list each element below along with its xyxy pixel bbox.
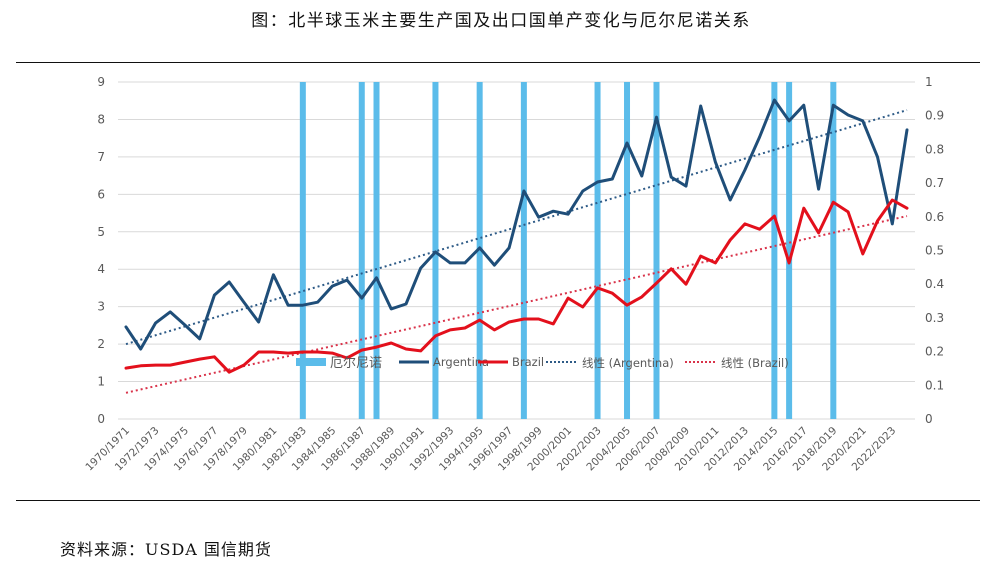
y2-tick-label: 0.6 — [925, 210, 944, 224]
y2-tick-label: 1 — [925, 75, 933, 89]
y2-tick-label: 0.7 — [925, 176, 944, 190]
trendlines — [125, 109, 908, 394]
elnino-bar — [373, 82, 380, 419]
argentina-line — [124, 98, 909, 351]
legend-label-elnino: 厄尔尼诺 — [330, 356, 382, 371]
legend-label-brazil-trend: 线性 (Brazil) — [721, 356, 789, 370]
elnino-bar — [594, 82, 601, 419]
y-tick-label: 6 — [97, 187, 105, 201]
y2-tick-label: 0 — [925, 412, 933, 426]
elnino-bars — [299, 82, 837, 419]
y2-tick-label: 0.8 — [925, 142, 944, 156]
left-axis-labels: 0 1 2 3 4 5 6 7 8 9 — [97, 75, 105, 426]
right-axis-labels: 0 0.1 0.2 0.3 0.4 0.5 0.6 0.7 0.8 0.9 1 — [925, 75, 944, 426]
elnino-bar — [476, 82, 483, 419]
y-tick-label: 2 — [97, 337, 105, 351]
brazil-trendline — [125, 215, 908, 394]
legend-swatch-elnino — [296, 358, 326, 366]
elnino-bar — [830, 82, 837, 419]
y2-tick-label: 0.9 — [925, 109, 944, 123]
y2-tick-label: 0.5 — [925, 244, 944, 258]
y-tick-label: 0 — [97, 412, 105, 426]
y-tick-label: 4 — [97, 262, 105, 276]
chart-legend: 厄尔尼诺 Argentina Brazil 线性 (Argentina) 线性 (Bra… — [296, 355, 789, 371]
top-rule — [16, 62, 980, 63]
y2-tick-label: 0.4 — [925, 277, 944, 291]
yield-chart: 0 1 2 3 4 5 6 7 8 9 0 0.1 0.2 0.3 0.4 0.5 0.6 0.7 0.8 0.9 1… — [83, 75, 944, 474]
legend-label-argentina-trend: 线性 (Argentina) — [582, 356, 674, 370]
y-tick-label: 1 — [97, 375, 105, 389]
elnino-bar — [432, 82, 439, 419]
elnino-bar — [299, 82, 306, 419]
elnino-bar — [653, 82, 660, 419]
elnino-bar — [786, 82, 793, 419]
elnino-bar — [771, 82, 778, 419]
elnino-bar — [520, 82, 527, 419]
y-tick-label: 3 — [97, 300, 105, 314]
legend-label-argentina: Argentina — [433, 355, 489, 369]
elnino-bar — [624, 82, 631, 419]
argentina-trendline — [125, 109, 908, 346]
x-axis-labels: 1970/19711972/19731974/19751976/19771978… — [83, 425, 898, 474]
figure-title-text: 图：北半球玉米主要生产国及出口国单产变化与厄尔尼诺关系 — [251, 11, 751, 31]
y2-tick-label: 0.3 — [925, 311, 944, 325]
source-note: 资料来源：USDA 国信期货 — [60, 540, 272, 559]
brazil-line — [124, 198, 909, 374]
elnino-bar — [358, 82, 365, 419]
y-tick-label: 5 — [97, 225, 105, 239]
y-tick-label: 7 — [97, 150, 105, 164]
y2-tick-label: 0.2 — [925, 345, 944, 359]
legend-label-brazil: Brazil — [512, 355, 544, 369]
series-lines — [124, 98, 909, 374]
bottom-rule — [16, 500, 980, 501]
figure-title: 图：北半球玉米主要生产国及出口国单产变化与厄尔尼诺关系 — [0, 6, 992, 31]
y-tick-label: 8 — [97, 112, 105, 126]
y-tick-label: 9 — [97, 75, 105, 89]
y2-tick-label: 0.1 — [925, 378, 944, 392]
